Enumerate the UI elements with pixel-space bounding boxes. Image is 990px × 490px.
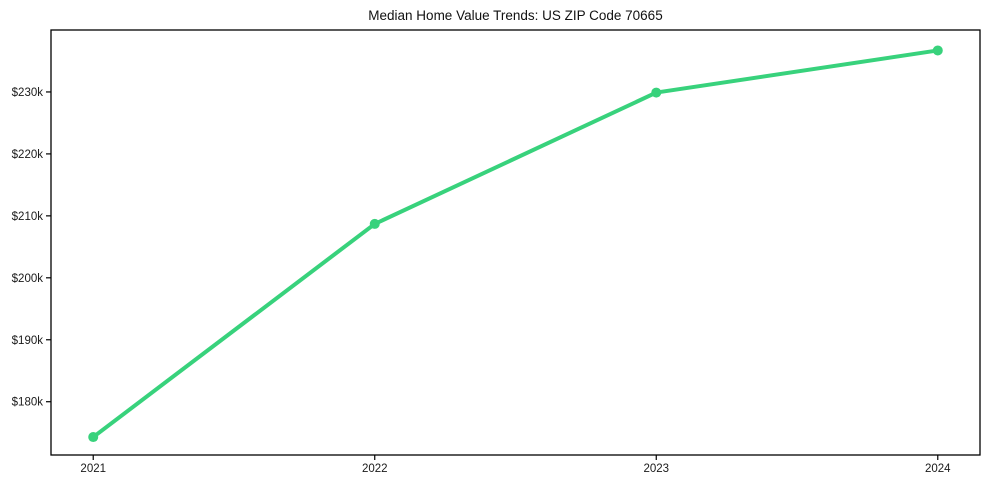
x-tick-label: 2021	[80, 463, 106, 475]
y-axis: $180k $190k $200k $210k $220k $230k	[12, 87, 51, 409]
y-tick-label: $220k	[12, 149, 44, 161]
series-line	[88, 45, 943, 443]
series-path	[91, 48, 940, 440]
data-point-marker	[651, 87, 662, 98]
y-tick-label: $210k	[12, 211, 44, 223]
y-tick-label: $180k	[12, 397, 44, 409]
x-axis: 2021 2022 2023 2024	[80, 455, 951, 475]
x-tick-label: 2024	[925, 463, 951, 475]
y-tick-label: $190k	[12, 335, 44, 347]
data-point-marker	[369, 218, 380, 229]
x-tick-label: 2023	[643, 463, 669, 475]
y-tick-label: $200k	[12, 273, 44, 285]
y-tick-label: $230k	[12, 87, 44, 99]
data-point-marker	[932, 45, 943, 56]
plot-border	[50, 29, 981, 456]
chart-title: Median Home Value Trends: US ZIP Code 70…	[368, 8, 662, 23]
x-tick-label: 2022	[362, 463, 388, 475]
data-point-marker	[88, 432, 99, 443]
